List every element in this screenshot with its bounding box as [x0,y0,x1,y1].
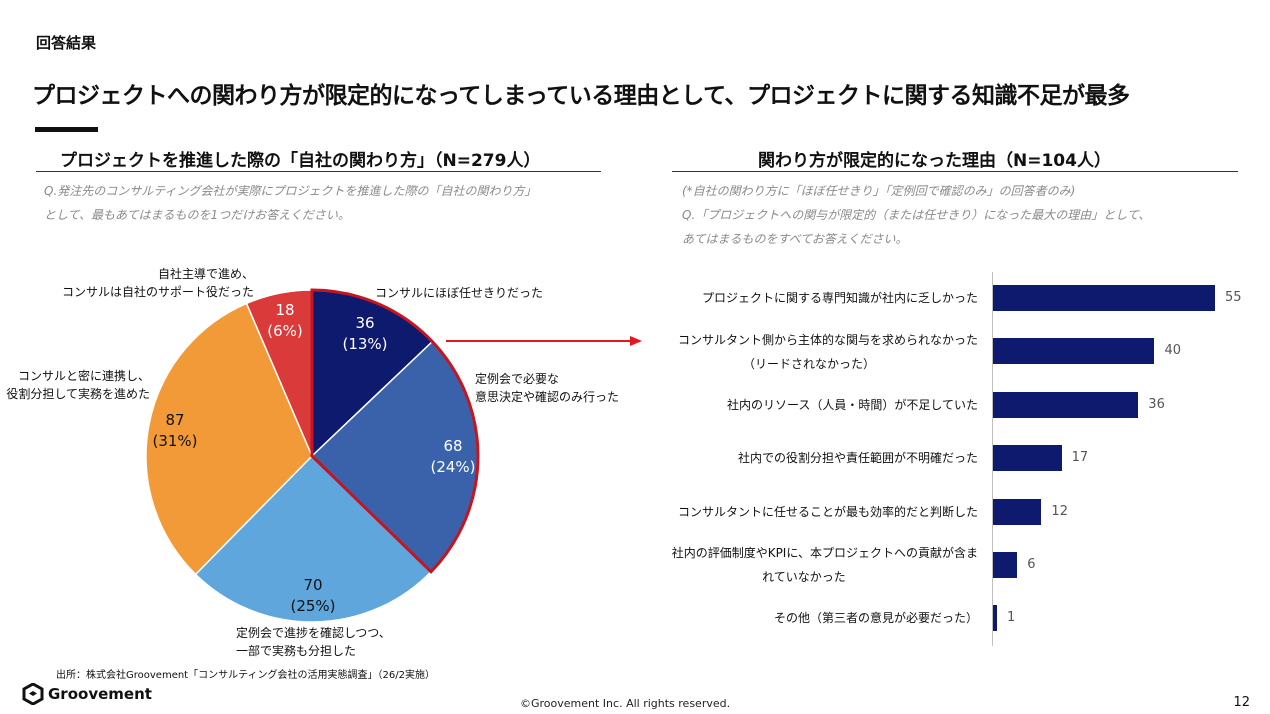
pie-value-4: 18 (6%) [250,300,320,342]
bar-label-0-line-1: プロジェクトに関する専門知識が社内に乏しかった [701,291,978,305]
pie-value-0: 36 (13%) [330,313,400,355]
bar-label-4-line-1: コンサルタントに任せることが最も効率的だと判断した [677,505,978,519]
accent-bar [35,127,98,132]
bar-value-5: 6 [1027,557,1036,572]
pie-value-1: 68 (24%) [418,436,488,478]
bar-label-5: 社内の評価制度やKPIに、本プロジェクトへの貢献が含ま れていなかった [600,541,978,589]
bar-label-5-line-1: 社内の評価制度やKPIに、本プロジェクトへの貢献が含ま [671,546,978,560]
pie-label-1-line-1: 定例会で必要な [475,372,560,386]
pie-title-underline [36,171,601,172]
pie-slice-3 [145,302,313,576]
pie-note-line-1: Q.発注先のコンサルティング会社が実際にプロジェクトを推進した際の「自社の関わり… [44,184,537,198]
pie-label-4-line-2: コンサルは自社のサポート役だった [61,285,254,299]
groovement-logo-icon [22,683,44,705]
bar-label-0: プロジェクトに関する専門知識が社内に乏しかった [600,286,978,310]
pie-value-4-count: 18 [275,301,295,319]
pie-value-2-pct: (25%) [290,597,336,615]
pie-slice-2 [194,454,433,623]
pie-label-4-line-1: 自社主導で進め、 [157,267,254,281]
highlight-arrow [446,336,642,346]
bar-5 [993,552,1018,578]
source-note: 出所：株式会社Groovement「コンサルティング会社の活用実態調査」（26/… [56,670,435,681]
brand-name: Groovement [48,685,152,703]
bar-value-6: 1 [1007,610,1016,625]
pie-value-1-count: 68 [443,437,463,455]
pie-label-3: コンサルと密に連携し、 役割分担して実務を進めた [2,367,150,403]
bar-note-line-3: あてはまるものをすべてお答えください。 [682,232,908,246]
bar-value-2: 36 [1148,397,1165,412]
bar-chart-title: 関わり方が限定的になった理由（N=104人） [758,151,1111,171]
bar-value-3: 17 [1071,450,1089,465]
pie-value-0-count: 36 [355,314,375,332]
limited-involvement-highlight [310,288,480,574]
bar-value-4: 12 [1051,504,1068,519]
pie-label-3-line-2: 役割分担して実務を進めた [6,387,150,401]
pie-value-3-count: 87 [165,411,185,429]
copyright: ©Groovement Inc. All rights reserved. [520,697,731,710]
pie-label-4: 自社主導で進め、 コンサルは自社のサポート役だった [54,265,254,301]
pie-value-2: 70 (25%) [278,575,348,617]
bar-label-6-line-1: その他（第三者の意見が必要だった） [773,611,978,625]
pie-label-3-line-1: コンサルと密に連携し、 [17,369,150,383]
bar-label-1-line-2: （リードされなかった） [742,357,875,371]
bar-label-2: 社内のリソース（人員・時間）が不足していた [600,393,978,417]
pie-note-line-2: として、最もあてはまるものを1つだけお答えください。 [44,208,350,222]
bar-label-4: コンサルタントに任せることが最も効率的だと判断した [600,500,978,524]
bar-label-3-line-1: 社内での役割分担や責任範囲が不明確だった [737,451,978,465]
pie-label-2-line-2: 一部で実務も分担した [236,644,357,658]
bar-title-underline [672,171,1238,172]
pie-question-note: Q.発注先のコンサルティング会社が実際にプロジェクトを推進した際の「自社の関わり… [44,179,537,227]
bar-4 [993,499,1042,525]
bar-question-note: (*自社の関わり方に「ほぼ任せきり」「定例回で確認のみ」の回答者のみ) Q.「プ… [682,179,1150,251]
bar-note-line-2: Q.「プロジェクトへの関与が限定的（または任せきり）になった最大の理由」として、 [682,208,1151,222]
bar-6 [993,605,998,631]
pie-label-0: コンサルにほぼ任せきりだった [375,284,543,302]
pie-value-2-count: 70 [303,576,323,594]
pie-value-3-pct: (31%) [152,432,198,450]
bar-label-2-line-1: 社内のリソース（人員・時間）が不足していた [726,398,978,412]
bar-3 [993,445,1062,471]
bar-2 [993,392,1139,418]
brand-logo: Groovement [22,683,152,705]
pie-value-1-pct: (24%) [430,458,476,476]
pie-value-0-pct: (13%) [342,335,388,353]
bar-chart-axis [992,272,993,646]
pie-chart-title: プロジェクトを推進した際の「自社の関わり方」（N=279人） [60,151,541,171]
bar-label-6: その他（第三者の意見が必要だった） [600,606,978,630]
pie-label-0-line-1: コンサルにほぼ任せきりだった [375,286,544,300]
pie-value-4-pct: (6%) [267,322,303,340]
page-number: 12 [1233,695,1250,710]
bar-value-0: 55 [1225,290,1242,305]
pie-label-1: 定例会で必要な 意思決定や確認のみ行った [475,370,619,406]
bar-label-5-line-2: れていなかった [762,570,846,584]
pie-label-2: 定例会で進捗を確認しつつ、 一部で実務も分担した [236,624,391,660]
bar-1 [993,338,1155,364]
bar-0 [993,285,1215,311]
bar-value-1: 40 [1164,343,1181,358]
pie-label-1-line-2: 意思決定や確認のみ行った [475,390,620,404]
page-headline: プロジェクトへの関わり方が限定的になってしまっている理由として、プロジェクトに関… [32,83,1130,109]
bar-label-1: コンサルタント側から主体的な関与を求められなかった （リードされなかった） [600,328,978,376]
section-label: 回答結果 [36,34,97,52]
bar-note-line-1: (*自社の関わり方に「ほぼ任せきり」「定例回で確認のみ」の回答者のみ) [682,184,1076,198]
pie-label-2-line-1: 定例会で進捗を確認しつつ、 [236,626,391,640]
pie-value-3: 87 (31%) [140,410,210,452]
bar-label-3: 社内での役割分担や責任範囲が不明確だった [600,446,978,470]
bar-label-1-line-1: コンサルタント側から主体的な関与を求められなかった [677,333,978,347]
